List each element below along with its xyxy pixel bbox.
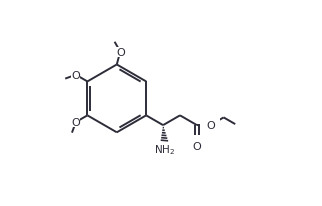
Text: O: O — [116, 47, 125, 57]
Text: NH$_2$: NH$_2$ — [154, 142, 175, 156]
Text: O: O — [206, 121, 215, 130]
Text: O: O — [71, 117, 80, 128]
Text: O: O — [193, 141, 201, 151]
Text: O: O — [71, 70, 80, 80]
